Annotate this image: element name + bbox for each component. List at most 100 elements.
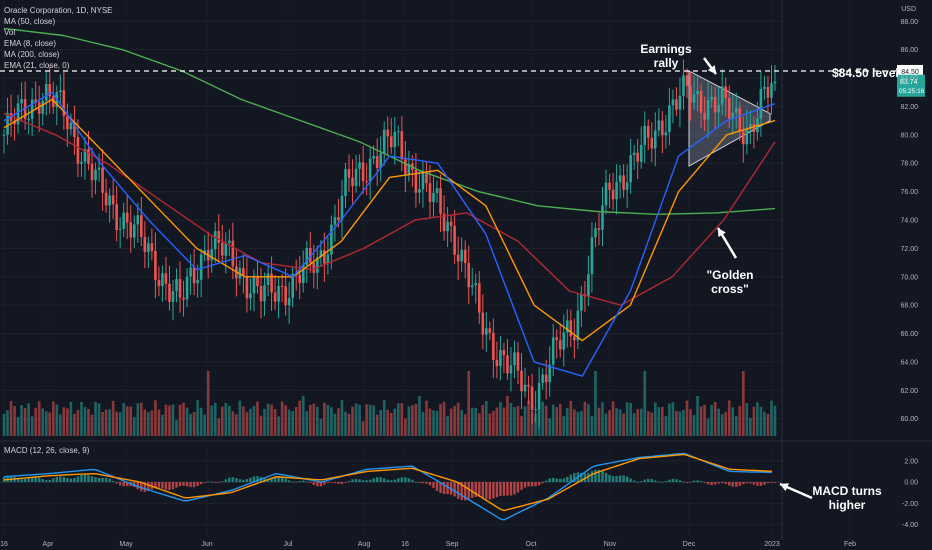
volume-bar bbox=[597, 407, 601, 436]
candle-body bbox=[175, 279, 178, 292]
volume-bar bbox=[492, 411, 495, 436]
legend-ema21[interactable]: EMA (21, close, 0) bbox=[4, 61, 70, 70]
macd-histogram-bar bbox=[69, 478, 73, 483]
volume-bar bbox=[516, 405, 520, 436]
volume-bar bbox=[256, 401, 259, 436]
macd-histogram-bar bbox=[555, 478, 558, 483]
macd-histogram-bar bbox=[752, 482, 756, 485]
candle-body bbox=[301, 264, 305, 284]
candle-body bbox=[492, 332, 495, 360]
volume-bar bbox=[439, 403, 442, 436]
macd-histogram-bar bbox=[594, 469, 597, 483]
volume-bar bbox=[495, 407, 499, 436]
candle-body bbox=[594, 228, 597, 238]
volume-bar bbox=[147, 412, 150, 436]
candle-body bbox=[185, 276, 189, 300]
candles bbox=[2, 59, 777, 428]
macd-histogram-bar bbox=[312, 482, 316, 486]
candle-body bbox=[27, 118, 30, 120]
volume-bar bbox=[411, 405, 414, 436]
macd-panel bbox=[0, 452, 782, 521]
candle-body bbox=[379, 153, 382, 169]
candle-body bbox=[270, 273, 273, 293]
time-tick-label: Jun bbox=[201, 541, 212, 548]
volume-bar bbox=[217, 418, 221, 436]
price-tick-label: 70.00 bbox=[900, 274, 918, 281]
legend-vol[interactable]: Vol bbox=[4, 28, 16, 37]
macd-histogram-bar bbox=[305, 481, 308, 483]
macd-histogram-bar bbox=[537, 482, 541, 486]
candle-body bbox=[199, 254, 203, 280]
volume-bar bbox=[594, 371, 597, 436]
volume-bar bbox=[460, 409, 463, 436]
volume-bar bbox=[604, 413, 608, 436]
time-tick-label: Apr bbox=[43, 541, 55, 548]
candle-body bbox=[44, 84, 48, 101]
volume-bar bbox=[611, 401, 615, 436]
macd-histogram-bar bbox=[252, 476, 256, 483]
ema21-line bbox=[3, 98, 776, 342]
volume-bar bbox=[213, 402, 217, 436]
volume-bar bbox=[157, 409, 161, 436]
legend-ma200[interactable]: MA (200, close) bbox=[4, 50, 60, 59]
candle-body bbox=[414, 169, 418, 193]
candle-body bbox=[407, 163, 411, 174]
candle-body bbox=[629, 155, 632, 183]
macd-histogram-bar bbox=[168, 482, 171, 490]
volume-bar bbox=[16, 417, 20, 436]
volume-bar bbox=[171, 404, 175, 436]
macd-histogram-bar bbox=[34, 476, 37, 483]
macd-histogram-bar bbox=[432, 482, 435, 489]
macd-histogram-bar bbox=[559, 478, 562, 483]
volume-bar bbox=[83, 407, 87, 436]
macd-histogram-bar bbox=[372, 478, 375, 483]
macd-histogram-bar bbox=[298, 481, 301, 483]
macd-histogram-bar bbox=[185, 482, 189, 487]
volume-bar bbox=[62, 407, 66, 436]
candle-body bbox=[657, 120, 661, 131]
macd-histogram-bar bbox=[696, 480, 699, 483]
macd-histogram-bar bbox=[590, 471, 594, 483]
candle-body bbox=[706, 99, 710, 120]
legend-ema8[interactable]: EMA (8, close) bbox=[4, 39, 57, 48]
macd-histogram-bar bbox=[703, 482, 706, 483]
volume-bar bbox=[513, 407, 516, 436]
volume-bar bbox=[418, 396, 421, 436]
macd-histogram-bar bbox=[101, 477, 104, 483]
volume-bar bbox=[273, 409, 277, 436]
macd-histogram-bar bbox=[316, 482, 319, 487]
annotation-level: $84.50 level bbox=[832, 66, 899, 80]
candle-body bbox=[678, 95, 682, 110]
macd-histogram-bar bbox=[657, 481, 661, 483]
candle-body bbox=[590, 237, 594, 275]
volume-bar bbox=[34, 407, 37, 436]
macd-histogram-bar bbox=[228, 477, 231, 483]
volume-bar bbox=[143, 409, 147, 436]
candle-body bbox=[20, 99, 23, 104]
volume-bar bbox=[425, 400, 428, 436]
volume-bar bbox=[263, 408, 266, 436]
macd-histogram-bar bbox=[650, 479, 653, 483]
volume-bar bbox=[421, 412, 425, 436]
candle-body bbox=[710, 96, 713, 100]
candle-body bbox=[604, 182, 608, 206]
macd-histogram-bar bbox=[111, 480, 115, 483]
macd-histogram-bar bbox=[20, 479, 23, 483]
volume-bar bbox=[587, 404, 590, 436]
macd-histogram-bar bbox=[442, 482, 446, 494]
candle-body bbox=[168, 283, 171, 302]
candle-body bbox=[368, 158, 372, 182]
legend-ma50[interactable]: MA (50, close) bbox=[4, 17, 56, 26]
macd-histogram-bar bbox=[175, 482, 178, 488]
volume-bar bbox=[238, 400, 242, 436]
macd-histogram-bar bbox=[773, 482, 777, 483]
candle-body bbox=[738, 108, 742, 132]
macd-histogram-bar bbox=[492, 482, 495, 499]
legend-macd[interactable]: MACD (12, 26, close, 9) bbox=[4, 446, 90, 455]
volume-bar bbox=[632, 413, 636, 436]
candle-body bbox=[770, 83, 773, 98]
volume-bar bbox=[375, 414, 379, 436]
volume-bar bbox=[164, 404, 168, 436]
candle-body bbox=[259, 286, 263, 302]
candle-body bbox=[632, 152, 636, 156]
